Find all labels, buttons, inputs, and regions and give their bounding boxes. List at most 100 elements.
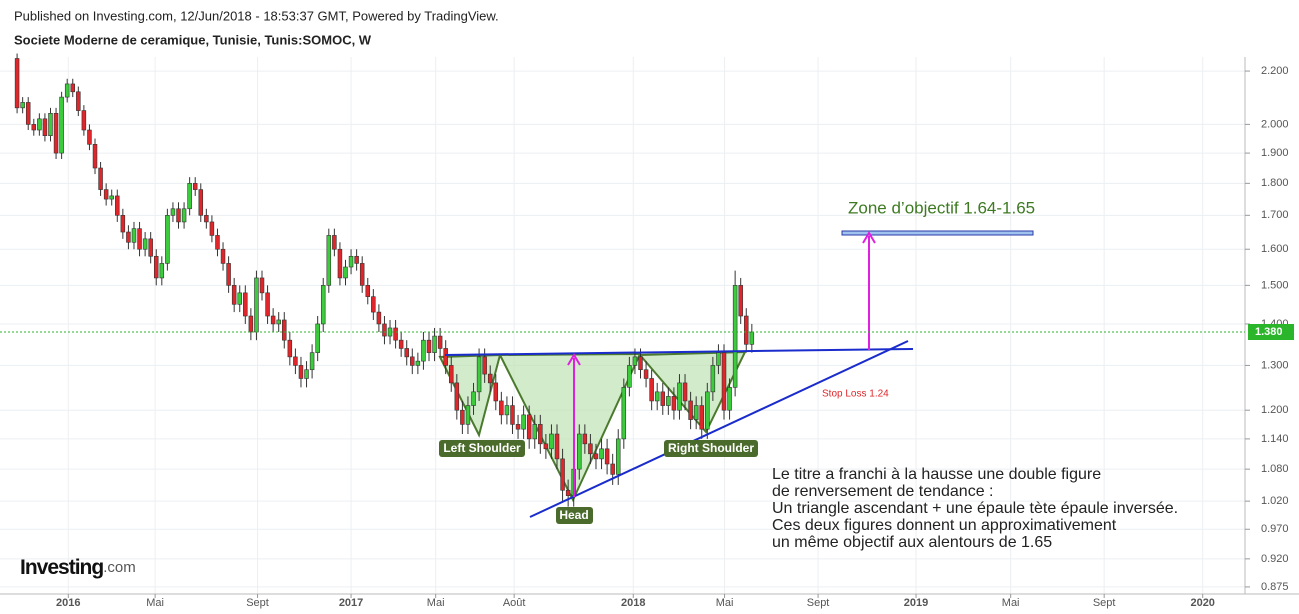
candle-body — [615, 438, 621, 475]
y-tick-label: 1.800 — [1261, 177, 1289, 189]
candle-body — [510, 405, 515, 425]
candle-body — [198, 189, 204, 216]
candle-body — [543, 443, 549, 450]
candle-body — [192, 183, 198, 190]
candle-body — [526, 414, 532, 440]
candle-body — [87, 129, 92, 145]
candle-body — [705, 391, 710, 430]
candle-body — [215, 235, 220, 250]
candle-body — [666, 396, 671, 406]
candle-body — [432, 335, 437, 353]
candle-body — [493, 382, 499, 402]
candle-body — [565, 489, 571, 496]
arrow-head — [862, 231, 876, 244]
candle-body — [398, 339, 404, 349]
candle-body — [270, 315, 276, 325]
candle-body — [538, 424, 543, 445]
candle-body — [265, 292, 270, 317]
candle-body — [298, 365, 304, 379]
candle-body — [170, 208, 176, 216]
candle-body — [582, 433, 588, 445]
candle-body — [64, 83, 70, 98]
candle-body — [410, 356, 415, 366]
candle-body — [721, 352, 727, 411]
annotations: Zone d’objectif 1.64-1.65 Stop Loss 1.24… — [439, 198, 1178, 551]
candle-body — [443, 348, 448, 366]
candle-body — [165, 215, 170, 264]
candle-body — [53, 113, 59, 154]
candle-body — [449, 365, 454, 384]
candle-body — [348, 255, 354, 268]
candle-body — [649, 378, 654, 402]
candle-body — [588, 443, 593, 455]
candle-body — [153, 255, 159, 279]
candle-body — [92, 144, 98, 169]
logo: Investing.com — [20, 556, 136, 579]
candle-body — [109, 195, 114, 200]
candle-body — [37, 118, 42, 131]
symbol-title: Societe Moderne de ceramique, Tunisie, T… — [14, 32, 372, 47]
comment-line: Ces deux figures donnent un approximativ… — [772, 517, 1117, 534]
y-tick-label: 1.020 — [1261, 495, 1289, 507]
candle-body — [243, 292, 248, 317]
y-tick-label: 1.140 — [1261, 433, 1289, 445]
candle-body — [738, 285, 743, 317]
y-tick-label: 0.970 — [1261, 523, 1289, 535]
candle-body — [115, 195, 120, 216]
candle-body — [159, 263, 165, 279]
candle-body — [393, 327, 398, 341]
x-tick-label: 2016 — [56, 597, 80, 609]
right-shoulder-label: Right Shoulder — [668, 441, 754, 455]
candle-body — [415, 360, 421, 366]
candle-body — [287, 339, 293, 358]
candle-body — [610, 463, 615, 475]
x-tick-label: Sept — [807, 597, 830, 609]
label-box — [439, 440, 525, 457]
logo-name: Investing — [20, 556, 103, 579]
candle-body — [103, 189, 109, 200]
candle-body — [716, 352, 721, 366]
candle-body — [14, 58, 20, 109]
comment-line: un même objectif aux alentours de 1.65 — [772, 534, 1052, 551]
candle-body — [76, 91, 81, 111]
candle-body — [693, 405, 699, 420]
label-box — [664, 440, 758, 457]
y-tick-label: 1.080 — [1261, 463, 1289, 475]
x-tick-label: Août — [503, 597, 526, 609]
candle-body — [332, 235, 337, 250]
comment-line: Le titre a franchi à la hausse une doubl… — [772, 466, 1101, 483]
candle-body — [621, 387, 627, 440]
candle-body — [593, 453, 599, 460]
x-tick-label: 2020 — [1190, 597, 1214, 609]
candle-body — [354, 255, 359, 264]
candle-body — [710, 365, 716, 393]
x-tick-label: 2018 — [621, 597, 645, 609]
candle-body — [320, 285, 326, 325]
candle-body — [187, 183, 192, 210]
candle-body — [304, 369, 309, 379]
candle-body — [499, 400, 504, 416]
last-price-label: 1.380 — [1255, 326, 1283, 338]
candle-body — [554, 433, 560, 460]
candle-body — [120, 215, 126, 233]
candle-body — [471, 391, 476, 406]
logo-suffix: .com — [103, 559, 136, 576]
candle-body — [131, 228, 137, 243]
candle-body — [365, 285, 371, 297]
candle-body — [465, 405, 471, 425]
candle-body — [337, 248, 343, 279]
candle-body — [98, 167, 103, 190]
candle-body — [42, 118, 48, 136]
neckline — [444, 348, 914, 356]
left-shoulder-label: Left Shoulder — [443, 441, 521, 455]
candle-body — [293, 356, 298, 366]
x-tick-label: 2019 — [904, 597, 928, 609]
target-label: Zone d’objectif 1.64-1.65 — [848, 198, 1035, 217]
candle-body — [454, 382, 460, 411]
candle-body — [682, 382, 688, 402]
candle-body — [660, 391, 666, 406]
candle-body — [549, 433, 554, 450]
published-note: Published on Investing.com, 12/Jun/2018 … — [14, 8, 499, 23]
candle-body — [632, 356, 638, 366]
